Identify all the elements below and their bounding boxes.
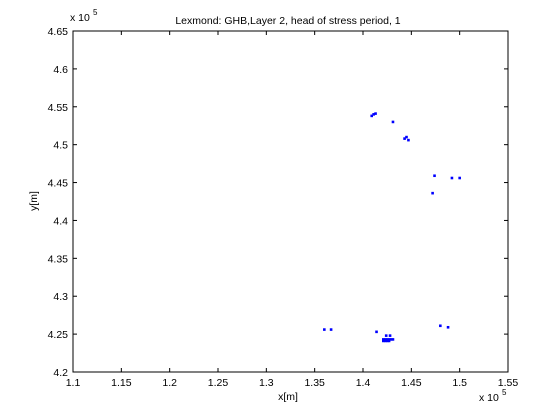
y-axis-label: y[m] xyxy=(28,191,40,211)
x-tick-label: 1.55 xyxy=(498,377,519,389)
x-axis-ticks: 1.1 1.15 1.2 1.25 1.3 1.35 1.4 1.45 1.5 1.55 xyxy=(66,31,519,389)
x-tick-label: 1.35 xyxy=(304,377,325,389)
data-point xyxy=(403,137,406,140)
y-multiplier-base: x 10 xyxy=(70,12,90,24)
plot-area xyxy=(72,30,509,373)
x-multiplier-exponent: 5 xyxy=(502,388,507,397)
x-axis-label: x[m] xyxy=(278,391,298,403)
y-tick-label: 4.65 xyxy=(48,26,69,38)
data-point xyxy=(433,174,436,178)
data-points xyxy=(323,112,461,343)
y-tick-label: 4.2 xyxy=(53,367,68,379)
y-tick-label: 4.3 xyxy=(53,291,68,303)
data-point xyxy=(383,338,387,341)
y-tick-label: 4.45 xyxy=(48,178,69,190)
data-point xyxy=(370,114,373,118)
x-tick-label: 1.4 xyxy=(356,377,371,389)
data-point xyxy=(387,338,391,341)
x-tick-label: 1.2 xyxy=(162,377,177,389)
data-point xyxy=(323,328,326,331)
y-tick-label: 4.35 xyxy=(48,253,69,265)
data-point xyxy=(405,135,408,139)
data-point xyxy=(383,339,387,343)
y-axis-multiplier: x 10 5 xyxy=(70,8,98,24)
data-point xyxy=(384,334,388,337)
chart-title: Lexmond: GHB,Layer 2, head of stress per… xyxy=(175,15,400,27)
x-tick-label: 1.25 xyxy=(208,377,229,389)
x-tick-label: 1.5 xyxy=(452,377,467,389)
y-tick-label: 4.55 xyxy=(48,102,69,114)
data-point xyxy=(407,138,410,142)
data-point xyxy=(375,330,378,334)
x-multiplier-base: x 10 xyxy=(479,392,499,404)
data-point xyxy=(382,339,385,343)
x-tick-label: 1.1 xyxy=(66,377,81,389)
data-point xyxy=(450,176,454,180)
data-point xyxy=(372,113,375,116)
data-point xyxy=(374,112,377,115)
x-tick-label: 1.45 xyxy=(401,377,422,389)
data-point xyxy=(431,191,434,195)
y-tick-label: 4.4 xyxy=(53,215,68,227)
data-point xyxy=(458,176,461,180)
y-multiplier-exponent: 5 xyxy=(93,8,98,17)
data-point xyxy=(446,325,450,329)
y-tick-label: 4.25 xyxy=(48,329,69,341)
x-tick-label: 1.3 xyxy=(259,377,274,389)
data-point xyxy=(391,120,395,124)
data-point xyxy=(385,339,389,343)
data-point xyxy=(329,328,333,331)
data-point xyxy=(389,338,393,341)
data-point xyxy=(385,338,389,341)
data-point xyxy=(387,339,391,343)
x-axis-multiplier: x 10 5 xyxy=(479,388,507,404)
data-point xyxy=(391,338,395,341)
y-tick-label: 4.5 xyxy=(53,140,68,152)
data-point xyxy=(382,338,385,341)
y-tick-label: 4.6 xyxy=(53,64,68,76)
data-point xyxy=(439,324,442,328)
y-axis-ticks: 4.2 4.25 4.3 4.35 4.4 4.45 4.5 4.55 4.6 4.65 xyxy=(48,26,508,379)
data-point xyxy=(388,334,392,337)
x-tick-label: 1.15 xyxy=(111,377,132,389)
